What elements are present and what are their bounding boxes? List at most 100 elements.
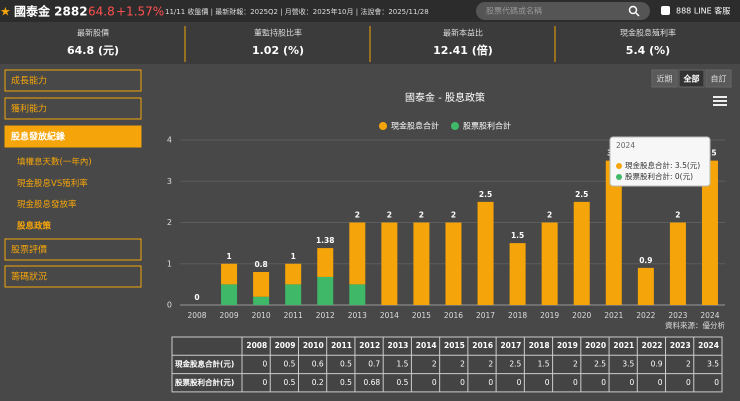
- sidebar-item[interactable]: [4, 265, 142, 288]
- legend-label[interactable]: 現金股息合計: [391, 121, 439, 131]
- sidebar-label: 股息發放紀錄: [11, 131, 65, 143]
- bar-segment: [509, 243, 526, 305]
- tooltip-marker: [616, 163, 622, 169]
- sidebar-item[interactable]: [4, 69, 142, 92]
- bar-segment: [285, 284, 302, 305]
- table-header: 2019: [557, 341, 578, 350]
- x-tick-label: 2010: [252, 311, 271, 320]
- sidebar-subitem[interactable]: 股息政策: [17, 220, 52, 231]
- x-tick-label: 2019: [540, 311, 559, 320]
- table-cell: 0.5: [340, 378, 352, 387]
- table-header: 2013: [388, 341, 409, 350]
- search-icon[interactable]: [628, 5, 638, 15]
- table-cell: 3.5: [707, 359, 719, 368]
- bar-segment: [573, 201, 590, 305]
- stat-value: 12.41 (倍): [433, 43, 493, 57]
- tooltip-line: 現金股息合計: 3.5(元): [625, 160, 700, 170]
- x-tick-label: 2024: [700, 311, 719, 320]
- table-cell: 0.7: [368, 359, 380, 368]
- table-cell: 0.9: [651, 359, 663, 368]
- total-label: 2: [675, 211, 680, 220]
- total-label: 2: [451, 211, 456, 220]
- table-cell: 3.5: [622, 359, 634, 368]
- table-cell: 0.5: [396, 378, 408, 387]
- table-cell: 0: [545, 378, 550, 387]
- total-label: 0.9: [639, 256, 652, 265]
- x-tick-label: 2009: [220, 311, 239, 320]
- sidebar-label: 籌碼狀況: [11, 271, 47, 283]
- range-button-label: 全部: [683, 74, 700, 84]
- legend-marker: [451, 122, 459, 130]
- bar-segment: [285, 263, 302, 285]
- table-cell: 2: [686, 359, 691, 368]
- y-tick-label: 1: [167, 259, 172, 268]
- search-box[interactable]: [476, 2, 650, 20]
- line-icon: [661, 6, 670, 15]
- x-tick-label: 2020: [572, 311, 591, 320]
- stat-value: 1.02 (%): [252, 44, 304, 57]
- range-button[interactable]: [705, 69, 732, 88]
- table-cell: 0: [517, 378, 522, 387]
- bar-segment: [477, 201, 494, 305]
- table-cell: 0.2: [312, 378, 324, 387]
- table-cell: 1.5: [396, 359, 408, 368]
- table-cell: 2: [488, 359, 493, 368]
- table-cell: 0.5: [340, 359, 352, 368]
- x-tick-label: 2017: [476, 311, 495, 320]
- bar-segment: [445, 222, 462, 305]
- sidebar-subitem[interactable]: 填權息天數(一年內): [17, 157, 92, 168]
- range-button[interactable]: [651, 69, 678, 88]
- table-header: 2011: [331, 341, 352, 350]
- table-cell: 1.5: [538, 359, 550, 368]
- x-tick-label: 2022: [636, 311, 655, 320]
- sidebar-item[interactable]: [4, 125, 142, 148]
- stat-label: 最新本益比: [443, 28, 483, 38]
- menu-icon[interactable]: [713, 96, 727, 98]
- stat-label: 董監持股比率: [254, 28, 302, 38]
- range-button[interactable]: [678, 69, 705, 88]
- table: [171, 336, 723, 393]
- bar-segment: [381, 222, 398, 305]
- table-cell: 0: [630, 378, 635, 387]
- line-service[interactable]: 888 LINE 客服: [676, 6, 730, 16]
- total-label: 2: [419, 211, 424, 220]
- x-tick-label: 2023: [668, 311, 687, 320]
- table-cell: 0: [686, 378, 691, 387]
- stat-value: 5.4 (%): [626, 44, 670, 57]
- sidebar-subitem[interactable]: 現金股息發放率: [17, 199, 77, 210]
- table-header: 2021: [613, 341, 634, 350]
- sidebar-label: 獲利能力: [11, 103, 47, 115]
- y-tick-label: 2: [167, 218, 172, 227]
- star-icon[interactable]: ★: [0, 5, 11, 19]
- x-tick-label: 2011: [284, 311, 303, 320]
- sidebar-item[interactable]: [4, 97, 142, 120]
- stock-price: 64.8: [88, 5, 115, 19]
- legend-marker: [379, 122, 387, 130]
- sidebar-subitem[interactable]: 現金股息VS殖利率: [17, 178, 88, 189]
- x-tick-label: 2021: [604, 311, 623, 320]
- total-label: 2.5: [479, 190, 492, 199]
- table-header: 2024: [698, 341, 719, 350]
- stat-value: 64.8 (元): [67, 44, 119, 57]
- table-row-label: 現金股息合計(元): [175, 358, 234, 368]
- total-label: 2: [355, 211, 360, 220]
- legend-label[interactable]: 股票股利合計: [463, 121, 511, 131]
- bar-segment: [701, 160, 718, 305]
- bar-segment: [669, 222, 686, 305]
- table-header: 2008: [246, 341, 267, 350]
- bar-segment: [541, 222, 558, 305]
- table-cell: 0: [262, 359, 267, 368]
- sidebar-item[interactable]: [4, 238, 142, 261]
- bar-segment: [349, 284, 366, 305]
- table-cell: 0: [488, 378, 493, 387]
- x-tick-label: 2018: [508, 311, 527, 320]
- table-cell: 0: [714, 378, 719, 387]
- x-tick-label: 2014: [380, 311, 399, 320]
- table-header: 2020: [585, 341, 606, 350]
- tooltip: [609, 136, 711, 187]
- tooltip-marker: [616, 174, 622, 180]
- sidebar-label: 股票評價: [11, 244, 47, 256]
- table-cell: 0.6: [312, 359, 324, 368]
- source: 資料來源：優分析: [665, 320, 725, 330]
